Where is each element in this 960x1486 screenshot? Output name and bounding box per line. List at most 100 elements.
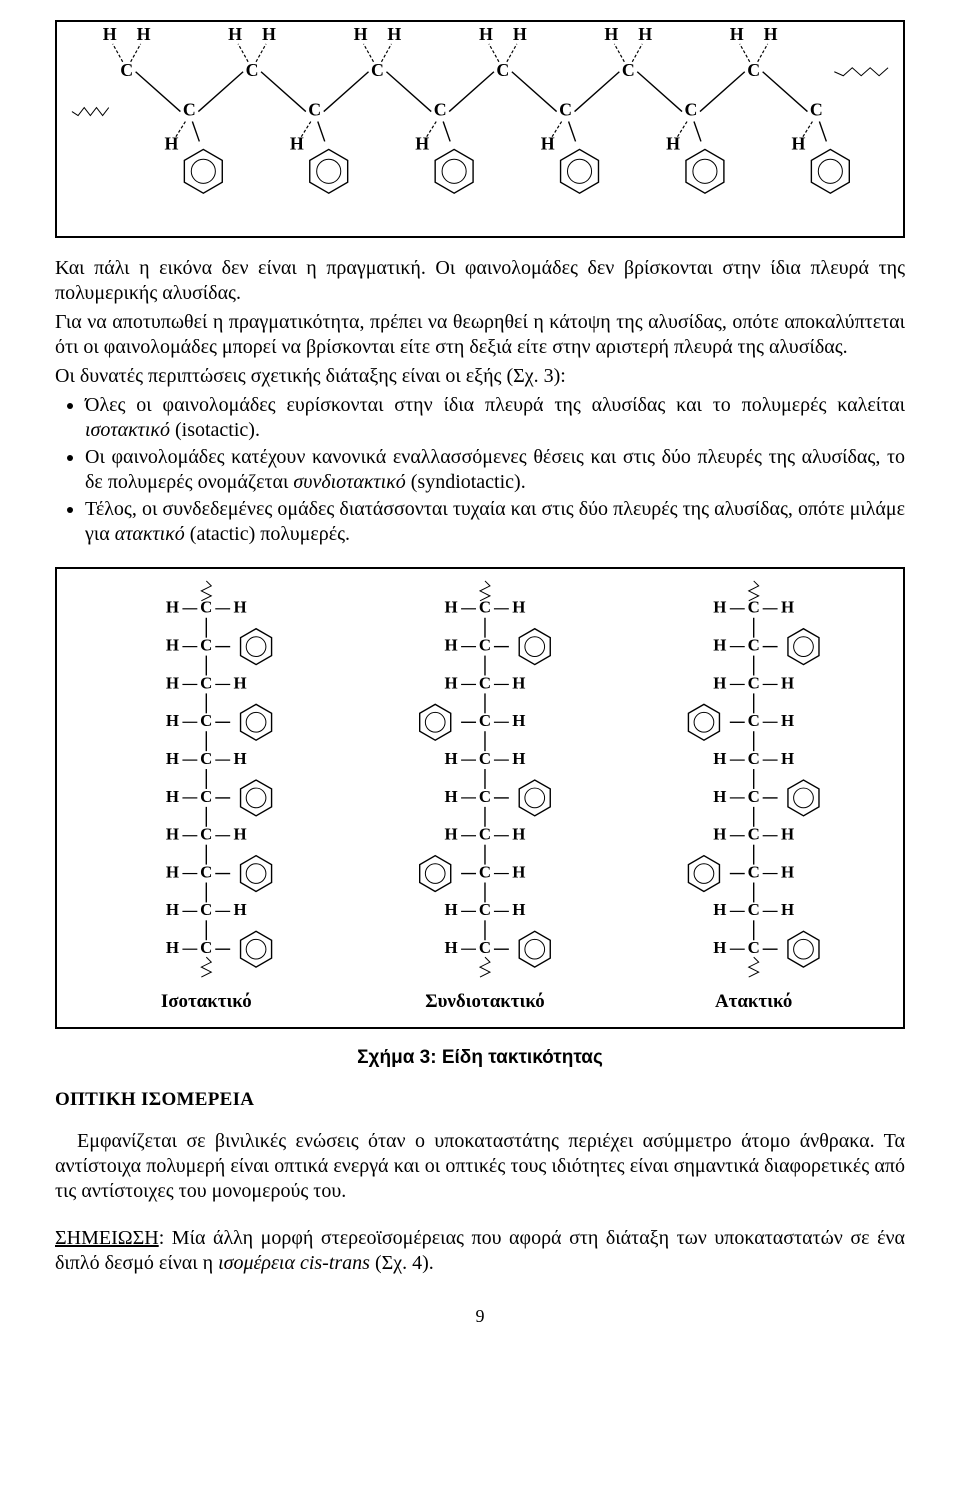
- svg-text:H: H: [262, 24, 276, 44]
- svg-text:H: H: [781, 598, 794, 617]
- svg-text:H: H: [730, 24, 744, 44]
- svg-text:H: H: [781, 673, 794, 692]
- optical-isomerism-heading: ΟΠΤΙΚΗ ΙΣΟΜΕΡΕΙΑ: [55, 1089, 905, 1111]
- svg-text:C: C: [479, 749, 491, 768]
- svg-text:C: C: [200, 825, 212, 844]
- svg-text:H: H: [166, 749, 179, 768]
- svg-text:H: H: [781, 825, 794, 844]
- svg-text:C: C: [810, 100, 823, 120]
- svg-text:H: H: [415, 134, 429, 154]
- paragraph-1: Και πάλι η εικόνα δεν είναι η πραγματική…: [55, 256, 905, 306]
- svg-text:H: H: [166, 825, 179, 844]
- svg-text:C: C: [308, 100, 321, 120]
- svg-text:C: C: [747, 60, 760, 80]
- svg-text:H: H: [713, 825, 726, 844]
- svg-text:C: C: [479, 787, 491, 806]
- svg-text:H: H: [166, 598, 179, 617]
- svg-text:C: C: [200, 787, 212, 806]
- page-number: 9: [55, 1306, 905, 1327]
- svg-text:H: H: [604, 24, 618, 44]
- svg-text:H: H: [781, 711, 794, 730]
- bullet-atactic: Τέλος, οι συνδεδεμένες ομάδες διατάσσοντ…: [85, 497, 905, 547]
- svg-text:H: H: [137, 24, 151, 44]
- svg-text:H: H: [354, 24, 368, 44]
- svg-text:H: H: [166, 862, 179, 881]
- svg-text:C: C: [200, 749, 212, 768]
- svg-text:H: H: [290, 134, 304, 154]
- svg-text:H: H: [666, 134, 680, 154]
- svg-text:H: H: [781, 862, 794, 881]
- svg-text:H: H: [512, 900, 525, 919]
- svg-text:H: H: [781, 900, 794, 919]
- optical-paragraph: Εμφανίζεται σε βινιλικές ενώσεις όταν ο …: [55, 1129, 905, 1204]
- svg-text:H: H: [512, 711, 525, 730]
- svg-text:C: C: [479, 635, 491, 654]
- polystyrene-horizontal-diagram: CHHCHCHHCHCHHCHCHHCHCHHCHCHHCH: [55, 20, 905, 238]
- svg-text:H: H: [713, 749, 726, 768]
- svg-text:C: C: [748, 711, 760, 730]
- figure-3-caption: Σχήμα 3: Είδη τακτικότητας: [55, 1047, 905, 1069]
- svg-text:H: H: [103, 24, 117, 44]
- svg-text:C: C: [479, 711, 491, 730]
- svg-text:H: H: [445, 900, 458, 919]
- svg-text:C: C: [622, 60, 635, 80]
- svg-text:H: H: [234, 598, 247, 617]
- svg-text:C: C: [200, 635, 212, 654]
- bullet-isotactic: Όλες οι φαινολομάδες ευρίσκονται στην ίδ…: [85, 393, 905, 443]
- svg-text:C: C: [246, 60, 259, 80]
- svg-text:Ισοτακτικό: Ισοτακτικό: [161, 991, 252, 1012]
- svg-text:H: H: [781, 749, 794, 768]
- svg-text:C: C: [496, 60, 509, 80]
- svg-text:H: H: [166, 673, 179, 692]
- svg-text:H: H: [792, 134, 806, 154]
- svg-text:H: H: [445, 787, 458, 806]
- svg-text:C: C: [479, 938, 491, 957]
- svg-text:H: H: [234, 900, 247, 919]
- svg-text:H: H: [445, 635, 458, 654]
- svg-text:C: C: [559, 100, 572, 120]
- svg-text:C: C: [120, 60, 133, 80]
- svg-text:H: H: [234, 825, 247, 844]
- svg-text:H: H: [445, 749, 458, 768]
- svg-text:H: H: [166, 787, 179, 806]
- svg-text:H: H: [445, 825, 458, 844]
- svg-text:H: H: [166, 900, 179, 919]
- svg-text:H: H: [713, 900, 726, 919]
- svg-text:C: C: [200, 598, 212, 617]
- svg-text:H: H: [234, 749, 247, 768]
- svg-text:C: C: [434, 100, 447, 120]
- svg-text:C: C: [748, 598, 760, 617]
- svg-text:H: H: [166, 938, 179, 957]
- svg-text:C: C: [748, 787, 760, 806]
- svg-text:H: H: [445, 938, 458, 957]
- svg-text:C: C: [748, 635, 760, 654]
- svg-text:H: H: [512, 749, 525, 768]
- svg-text:C: C: [479, 862, 491, 881]
- svg-text:C: C: [748, 749, 760, 768]
- svg-text:H: H: [713, 673, 726, 692]
- svg-text:H: H: [234, 673, 247, 692]
- svg-text:H: H: [166, 711, 179, 730]
- svg-text:C: C: [200, 711, 212, 730]
- svg-text:H: H: [541, 134, 555, 154]
- svg-text:C: C: [748, 862, 760, 881]
- svg-text:H: H: [513, 24, 527, 44]
- svg-text:H: H: [512, 598, 525, 617]
- svg-text:C: C: [479, 598, 491, 617]
- svg-text:C: C: [200, 938, 212, 957]
- paragraph-3: Οι δυνατές περιπτώσεις σχετικής διάταξης…: [55, 364, 905, 389]
- svg-text:H: H: [713, 938, 726, 957]
- svg-text:C: C: [748, 673, 760, 692]
- svg-text:C: C: [371, 60, 384, 80]
- svg-text:Ατακτικό: Ατακτικό: [715, 991, 792, 1012]
- tacticity-bullets: Όλες οι φαινολομάδες ευρίσκονται στην ίδ…: [55, 393, 905, 547]
- svg-text:Συνδιοτακτικό: Συνδιοτακτικό: [425, 991, 545, 1012]
- svg-text:C: C: [479, 673, 491, 692]
- svg-text:C: C: [685, 100, 698, 120]
- tacticity-types-diagram: CHHCHCHHCHCHHCHCHHCHCHHCHCHHCHCHHCHCHHCH…: [55, 567, 905, 1029]
- svg-text:H: H: [166, 635, 179, 654]
- svg-text:H: H: [713, 635, 726, 654]
- svg-text:C: C: [183, 100, 196, 120]
- svg-text:H: H: [164, 134, 178, 154]
- note-paragraph: ΣΗΜΕΙΩΣΗ: Μία άλλη μορφή στερεοϊσομέρεια…: [55, 1226, 905, 1276]
